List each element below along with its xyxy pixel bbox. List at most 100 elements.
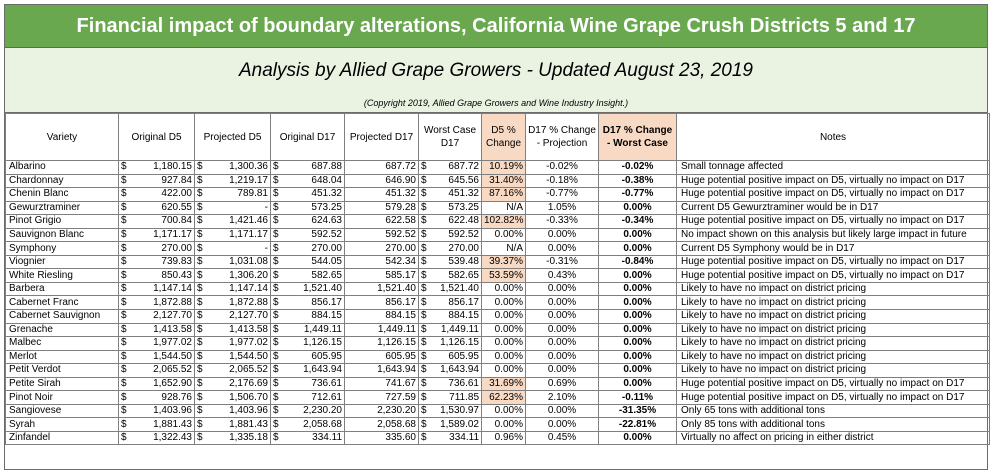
currency-symbol: $: [197, 229, 203, 240]
cell-projected-d17: 1,126.15: [344, 336, 419, 351]
currency-symbol: $: [273, 391, 279, 403]
cell-notes: Likely to have no impact on district pri…: [676, 363, 990, 378]
amount: 270.00: [311, 242, 342, 254]
currency-symbol: $: [421, 201, 427, 213]
cell-projected-d17: 1,521.40: [344, 281, 419, 297]
cell-projected-d5: $1,421.46: [194, 214, 271, 229]
amount: 928.76: [161, 391, 192, 403]
table-row: Cabernet Franc $1,872.88 $1,872.88 $856.17 8…: [5, 295, 990, 310]
currency-symbol: $: [273, 405, 279, 417]
cell-variety: Symphony: [5, 241, 119, 256]
cell-variety: Cabernet Franc: [5, 295, 119, 310]
amount: 2,176.69: [229, 378, 268, 390]
currency-symbol: $: [421, 337, 427, 349]
amount: 1,872.88: [229, 296, 268, 308]
cell-d17-change-worst-case: 0.00%: [598, 309, 677, 324]
currency-symbol: $: [121, 391, 127, 403]
amount: 270.00: [161, 242, 192, 254]
cell-d5-change: 0.00%: [481, 281, 526, 297]
cell-variety: Chardonnay: [5, 173, 119, 189]
cell-notes: Likely to have no impact on district pri…: [676, 349, 990, 365]
currency-symbol: $: [197, 418, 203, 430]
cell-d5-change: 0.00%: [481, 295, 526, 310]
currency-symbol: $: [421, 364, 427, 376]
currency-symbol: $: [121, 378, 127, 390]
currency-symbol: $: [421, 296, 427, 308]
cell-notes: Likely to have no impact on district pri…: [676, 336, 990, 351]
cell-original-d17: $2,230.20: [270, 403, 345, 419]
cell-d17-change-projection: 0.45%: [525, 430, 599, 446]
cell-projected-d5: $1,881.43: [194, 417, 271, 432]
cell-original-d5: $1,147.14: [118, 281, 195, 297]
currency-symbol: $: [421, 323, 427, 335]
amount: 789.81: [237, 188, 268, 200]
amount: 1,506.70: [229, 391, 268, 403]
currency-symbol: $: [273, 201, 279, 213]
amount: 1,413.58: [153, 323, 192, 335]
cell-d5-change: 53.59%: [481, 268, 526, 283]
cell-d17-change-worst-case: 0.00%: [598, 376, 677, 392]
amount: 1,643.94: [440, 364, 479, 376]
table-row: Chardonnay $927.84 $1,219.17 $648.04 646.90 $…: [5, 173, 990, 189]
cell-d17-change-projection: 1.05%: [525, 200, 599, 216]
amount: 334.11: [312, 432, 342, 444]
table-row: Symphony $270.00 $ - $270.00 270.00 $270.00 N/A…: [5, 241, 990, 256]
amount: 573.25: [448, 201, 479, 213]
table-row: Gewurztraminer $620.55 $ - $573.25 579.28 $573…: [5, 200, 990, 216]
currency-symbol: $: [273, 161, 279, 173]
cell-original-d17: $736.61: [270, 376, 345, 392]
cell-original-d17: $2,058.68: [270, 417, 345, 432]
cell-d17-change-worst-case: 0.00%: [598, 363, 677, 378]
currency-symbol: $: [421, 161, 427, 173]
amount: 620.55: [161, 201, 192, 213]
cell-d17-change-worst-case: 0.00%: [598, 336, 677, 351]
currency-symbol: $: [273, 432, 279, 444]
cell-original-d17: $648.04: [270, 173, 345, 189]
currency-symbol: $: [273, 229, 279, 240]
cell-projected-d5: $1,977.02: [194, 336, 271, 351]
cell-variety: Syrah: [5, 417, 119, 432]
table-row: Barbera $1,147.14 $1,147.14 $1,521.40 1,521.…: [5, 281, 990, 297]
cell-d17-change-worst-case: -0.02%: [598, 160, 677, 175]
currency-symbol: $: [121, 310, 127, 322]
cell-d5-change: N/A: [481, 200, 526, 216]
cell-notes: Huge potential positive impact on D5, vi…: [676, 268, 990, 283]
cell-notes: Virtually no affect on pricing in either…: [676, 430, 990, 446]
currency-symbol: $: [273, 215, 279, 227]
cell-d5-change: 0.96%: [481, 430, 526, 446]
table-row: Malbec $1,977.02 $1,977.02 $1,126.15 1,126.1…: [5, 336, 990, 351]
cell-original-d5: $1,544.50: [118, 349, 195, 365]
table-row: Sangiovese $1,403.96 $1,403.96 $2,230.20 2,2…: [5, 403, 990, 419]
currency-symbol: $: [197, 296, 203, 308]
cell-original-d5: $620.55: [118, 200, 195, 216]
cell-projected-d5: $1,306.20: [194, 268, 271, 283]
amount: 645.56: [448, 174, 479, 186]
currency-symbol: $: [121, 337, 127, 349]
cell-variety: Malbec: [5, 336, 119, 351]
cell-original-d5: $700.84: [118, 214, 195, 229]
currency-symbol: $: [273, 418, 279, 430]
amount: 592.52: [448, 229, 479, 240]
amount: 648.04: [311, 174, 342, 186]
table-row: Pinot Grigio $700.84 $1,421.46 $624.63 622.5…: [5, 214, 990, 229]
currency-symbol: $: [121, 405, 127, 417]
amount: 1,652.90: [153, 378, 192, 390]
currency-symbol: $: [121, 364, 127, 376]
cell-worst-case-d17: $1,521.40: [418, 281, 482, 297]
amount: 2,065.52: [229, 364, 268, 376]
currency-symbol: $: [121, 269, 127, 281]
cell-variety: White Riesling: [5, 268, 119, 283]
cell-variety: Pinot Grigio: [5, 214, 119, 229]
cell-projected-d5: $1,544.50: [194, 349, 271, 365]
cell-notes: Likely to have no impact on district pri…: [676, 322, 990, 338]
amount: 1,126.15: [440, 337, 479, 349]
currency-symbol: $: [121, 283, 127, 295]
amount: 856.17: [448, 296, 479, 308]
cell-d17-change-worst-case: -0.77%: [598, 187, 677, 202]
currency-symbol: $: [421, 229, 427, 240]
cell-worst-case-d17: $645.56: [418, 173, 482, 189]
currency-symbol: $: [421, 418, 427, 430]
currency-symbol: $: [197, 242, 203, 254]
amount: 850.43: [161, 269, 192, 281]
cell-d5-change: 62.23%: [481, 390, 526, 405]
